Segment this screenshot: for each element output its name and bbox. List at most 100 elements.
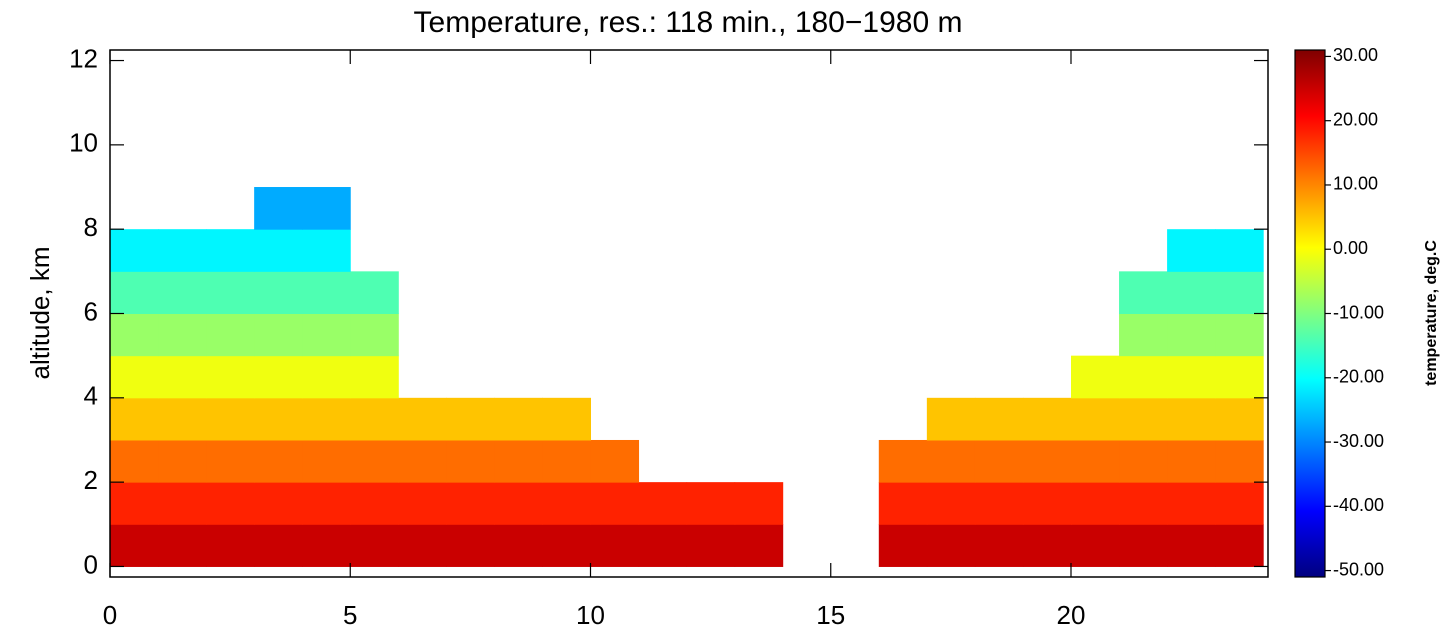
heatmap-cell — [1022, 439, 1072, 483]
y-tick-label: 8 — [84, 212, 98, 242]
x-tick-label: 15 — [816, 600, 845, 630]
heatmap-cell — [494, 482, 543, 525]
heatmap-cell — [302, 271, 351, 314]
heatmap-cell — [398, 482, 447, 525]
heatmap-cell — [1215, 397, 1264, 441]
heatmap-cell — [926, 482, 976, 525]
chart-title: Temperature, res.: 118 min., 180−1980 m — [414, 6, 963, 39]
heatmap-cell — [1119, 271, 1168, 314]
heatmap-cell — [1167, 355, 1216, 399]
heatmap-cell — [1167, 524, 1216, 567]
heatmap-cell — [542, 524, 591, 567]
heatmap-cell — [974, 439, 1024, 483]
heatmap-cell — [1167, 229, 1216, 272]
heatmap-cell — [158, 313, 207, 357]
heatmap-cell — [398, 439, 447, 483]
heatmap-cell — [1215, 524, 1264, 567]
heatmap-cell — [206, 439, 255, 483]
heatmap-cell — [878, 524, 928, 567]
colorbar-tick-label: 30.00 — [1333, 45, 1378, 65]
heatmap-cell — [1119, 313, 1168, 357]
heatmap-cell — [1215, 229, 1264, 272]
heatmap-cell — [1167, 482, 1216, 525]
heatmap-cell — [1022, 482, 1072, 525]
heatmap-cell — [158, 271, 207, 314]
heatmap-cell — [158, 524, 207, 567]
heatmap-cell — [1215, 271, 1264, 314]
heatmap-cell — [350, 482, 399, 525]
heatmap-cell — [1215, 439, 1264, 483]
heatmap-cell — [734, 482, 784, 525]
heatmap-cell — [1119, 524, 1168, 567]
heatmap-cell — [254, 397, 303, 441]
y-tick-label: 10 — [69, 128, 98, 158]
heatmap-cell — [206, 355, 255, 399]
heatmap-cell — [254, 355, 303, 399]
heatmap-cell — [974, 482, 1024, 525]
heatmap-cell — [590, 482, 640, 525]
heatmap-cell — [1022, 397, 1072, 441]
heatmap-cell — [1119, 482, 1168, 525]
heatmap-cell — [350, 355, 399, 399]
heatmap-cell — [110, 355, 159, 399]
heatmap-cell — [590, 439, 640, 483]
heatmap-cell — [254, 439, 303, 483]
heatmap-cell — [110, 524, 159, 567]
heatmap-cell — [1167, 271, 1216, 314]
heatmap-cell — [638, 482, 688, 525]
heatmap-cell — [302, 229, 351, 272]
heatmap-cell — [254, 482, 303, 525]
heatmap-cell — [446, 397, 495, 441]
heatmap-cell — [206, 397, 255, 441]
heatmap-cell — [926, 524, 976, 567]
heatmap-cell — [446, 439, 495, 483]
colorbar-tick-label: -10.00 — [1333, 302, 1384, 322]
heatmap-cell — [1119, 439, 1168, 483]
heatmap-cell — [1070, 482, 1120, 525]
heatmap-cell — [110, 439, 159, 483]
heatmap-cell — [158, 482, 207, 525]
heatmap-cell — [254, 229, 303, 272]
heatmap-cell — [1215, 355, 1264, 399]
heatmap-cell — [638, 524, 688, 567]
heatmap-cell — [350, 524, 399, 567]
y-tick-label: 6 — [84, 296, 98, 326]
y-tick-label: 12 — [69, 43, 98, 73]
heatmap-cell — [302, 187, 351, 230]
heatmap-cell — [446, 482, 495, 525]
heatmap-cell — [110, 313, 159, 357]
colorbar-tick-label: 10.00 — [1333, 174, 1378, 194]
y-tick-label: 4 — [84, 381, 98, 411]
heatmap-cell — [302, 439, 351, 483]
heatmap-cell — [110, 229, 159, 272]
colorbar-tick-label: 20.00 — [1333, 109, 1378, 129]
heatmap-cell — [158, 229, 207, 272]
heatmap-cell — [158, 397, 207, 441]
heatmap-cell — [1215, 482, 1264, 525]
heatmap-cell — [494, 439, 543, 483]
heatmap-cell — [302, 397, 351, 441]
heatmap-cell — [350, 271, 399, 314]
y-axis-label: altitude, km — [25, 247, 55, 380]
heatmap-cell — [1167, 397, 1216, 441]
heatmap-cell — [542, 482, 591, 525]
heatmap-cell — [206, 524, 255, 567]
heatmap-cell — [110, 482, 159, 525]
colorbar-label: temperature, deg.C — [1423, 240, 1440, 386]
heatmap-cell — [398, 397, 447, 441]
heatmap-cell — [590, 524, 640, 567]
heatmap-cell — [494, 397, 543, 441]
heatmap-cell — [254, 271, 303, 314]
heatmap-cell — [878, 482, 928, 525]
colorbar-tick-label: -40.00 — [1333, 495, 1384, 515]
colorbar — [1294, 49, 1326, 578]
heatmap-cell — [254, 187, 303, 230]
heatmap-cell — [158, 355, 207, 399]
heatmap-cell — [158, 439, 207, 483]
heatmap-cell — [1215, 313, 1264, 357]
y-tick-label: 2 — [84, 465, 98, 495]
heatmap-cell — [926, 439, 976, 483]
heatmap-cell — [254, 313, 303, 357]
y-tick-label: 0 — [84, 549, 98, 579]
